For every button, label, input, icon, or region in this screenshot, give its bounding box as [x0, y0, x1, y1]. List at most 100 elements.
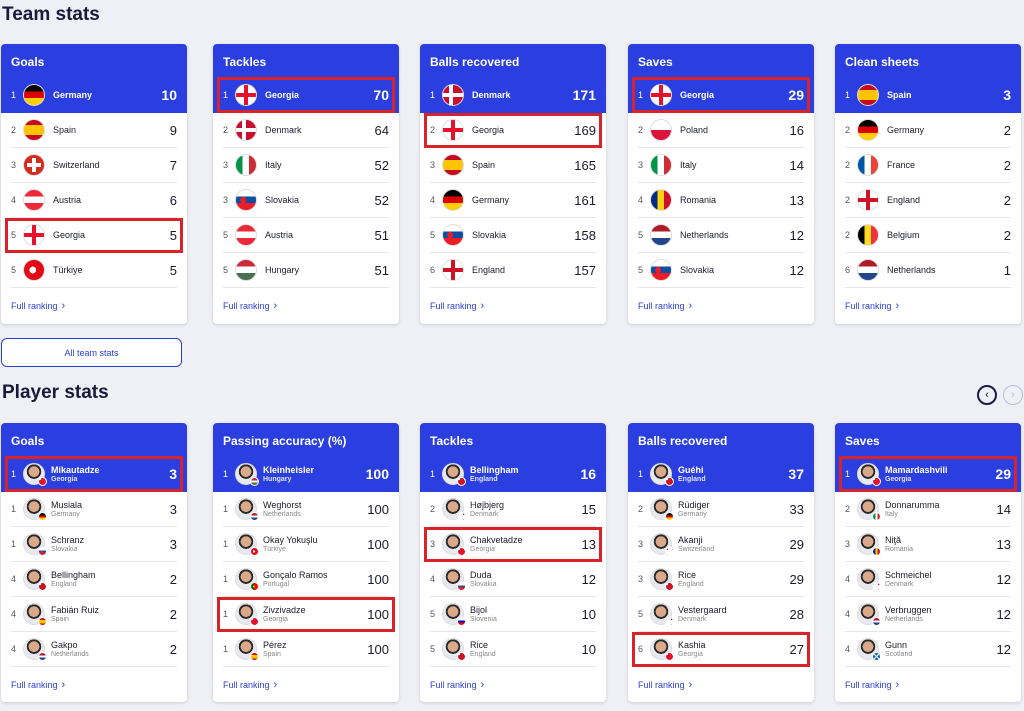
full-ranking-label: Full ranking	[430, 680, 477, 690]
georgia-flag-icon	[665, 652, 674, 661]
all-team-stats-button[interactable]: All team stats	[1, 338, 182, 367]
ranking-row[interactable]: 1 Weghorst Netherlands 100	[223, 492, 389, 527]
player-name: Niţă	[885, 535, 902, 545]
full-ranking-link[interactable]: Full ranking ›	[628, 667, 814, 701]
leader-row[interactable]: 1 Bellingham England 16	[430, 456, 596, 492]
player-name: Weghorst	[263, 500, 302, 510]
ranking-row[interactable]: 2 Spain 9	[11, 113, 177, 148]
ranking-row[interactable]: 5 Slovakia 12	[638, 253, 804, 288]
ranking-row[interactable]: 1 Gonçalo Ramos Portugal 100	[223, 562, 389, 597]
ranking-row[interactable]: 5 Austria 51	[223, 218, 389, 253]
stat-value: 12	[996, 606, 1011, 622]
rank-number: 1	[638, 469, 644, 479]
ranking-row[interactable]: 5 Georgia 5	[11, 218, 177, 253]
georgia-flag-icon	[442, 119, 464, 141]
ranking-row[interactable]: 1 Musiala Germany 3	[11, 492, 177, 527]
rank-number: 1	[11, 469, 17, 479]
prev-arrow-button[interactable]: ‹	[977, 385, 997, 405]
ranking-row[interactable]: 4 Gunn Scotland 12	[845, 632, 1011, 667]
leader-row[interactable]: 1 Georgia 29	[638, 77, 804, 113]
ranking-row[interactable]: 4 Germany 161	[430, 183, 596, 218]
ranking-row[interactable]: 2 Rüdiger Germany 33	[638, 492, 804, 527]
ranking-row[interactable]: 4 Bellingham England 2	[11, 562, 177, 597]
full-ranking-link[interactable]: Full ranking ›	[420, 288, 606, 322]
ranking-row[interactable]: 2 Denmark 64	[223, 113, 389, 148]
rank-number: 1	[223, 539, 229, 549]
leader-row[interactable]: 1 Kleinheisler Hungary 100	[223, 456, 389, 492]
full-ranking-link[interactable]: Full ranking ›	[213, 288, 399, 322]
ranking-row[interactable]: 2 Belgium 2	[845, 218, 1011, 253]
player-team: Georgia	[263, 616, 288, 623]
ranking-row[interactable]: 5 Türkiye 5	[11, 253, 177, 288]
ranking-row[interactable]: 2 England 2	[845, 183, 1011, 218]
ranking-row[interactable]: 5 Bijol Slovenia 10	[430, 597, 596, 632]
ranking-row[interactable]: 4 Austria 6	[11, 183, 177, 218]
player-name: Musiala	[51, 500, 83, 510]
ranking-row[interactable]: 2 Poland 16	[638, 113, 804, 148]
ranking-row[interactable]: 3 Italy 52	[223, 148, 389, 183]
full-ranking-link[interactable]: Full ranking ›	[213, 667, 399, 701]
next-arrow-button[interactable]: ›	[1003, 385, 1023, 405]
ranking-row[interactable]: 1 Pérez Spain 100	[223, 632, 389, 667]
ranking-row[interactable]: 4 Romania 13	[638, 183, 804, 218]
player-name-block: Chakvetadze Georgia	[470, 535, 564, 553]
full-ranking-link[interactable]: Full ranking ›	[835, 288, 1021, 322]
ranking-row[interactable]: 3 Slovakia 52	[223, 183, 389, 218]
ranking-row[interactable]: 4 Schmeichel Denmark 12	[845, 562, 1011, 597]
team-stat-card: Clean sheets 1 Spain 3 2 Germany 2 2 France 2 2 Eng…	[835, 44, 1021, 324]
ranking-row[interactable]: 4 Verbruggen Netherlands 12	[845, 597, 1011, 632]
netherlands-flag-icon	[857, 259, 879, 281]
leader-row[interactable]: 1 Denmark 171	[430, 77, 596, 113]
ranking-row[interactable]: 1 Okay Yokuşlu Türkiye 100	[223, 527, 389, 562]
full-ranking-link[interactable]: Full ranking ›	[835, 667, 1021, 701]
stat-value: 2	[169, 571, 177, 587]
full-ranking-link[interactable]: Full ranking ›	[1, 288, 187, 322]
rank-number: 1	[223, 574, 229, 584]
ranking-row[interactable]: 3 Niţă Romania 13	[845, 527, 1011, 562]
ranking-row[interactable]: 3 Akanji Switzerland 29	[638, 527, 804, 562]
team-name: Spain	[887, 90, 912, 100]
ranking-row[interactable]: 1 Schranz Slovakia 3	[11, 527, 177, 562]
leader-row[interactable]: 1 Guéhi England 37	[638, 456, 804, 492]
ranking-row[interactable]: 2 Højbjerg Denmark 15	[430, 492, 596, 527]
ranking-row[interactable]: 3 Switzerland 7	[11, 148, 177, 183]
ranking-row[interactable]: 4 Fabián Ruiz Spain 2	[11, 597, 177, 632]
rank-number: 4	[11, 609, 17, 619]
ranking-row[interactable]: 6 England 157	[430, 253, 596, 288]
ranking-row[interactable]: 3 Spain 165	[430, 148, 596, 183]
ranking-row[interactable]: 4 Gakpo Netherlands 2	[11, 632, 177, 667]
ranking-row[interactable]: 3 Chakvetadze Georgia 13	[430, 527, 596, 562]
ranking-row[interactable]: 5 Slovakia 158	[430, 218, 596, 253]
ranking-row[interactable]: 2 Donnarumma Italy 14	[845, 492, 1011, 527]
rank-number: 4	[11, 195, 17, 205]
leader-row[interactable]: 1 Georgia 70	[223, 77, 389, 113]
stat-value: 51	[374, 262, 389, 278]
ranking-row[interactable]: 6 Netherlands 1	[845, 253, 1011, 288]
ranking-row[interactable]: 3 Italy 14	[638, 148, 804, 183]
rank-number: 1	[223, 469, 229, 479]
card-header: Passing accuracy (%) 1 Kleinheisler Hungary…	[213, 423, 399, 492]
ranking-row[interactable]: 6 Kashia Georgia 27	[638, 632, 804, 667]
ranking-row[interactable]: 2 Germany 2	[845, 113, 1011, 148]
ranking-row[interactable]: 5 Vestergaard Denmark 28	[638, 597, 804, 632]
ranking-row[interactable]: 3 Rice England 29	[638, 562, 804, 597]
ranking-row[interactable]: 2 France 2	[845, 148, 1011, 183]
rank-number: 2	[638, 125, 644, 135]
leader-row[interactable]: 1 Germany 10	[11, 77, 177, 113]
full-ranking-link[interactable]: Full ranking ›	[628, 288, 814, 322]
ranking-row[interactable]: 4 Duda Slovakia 12	[430, 562, 596, 597]
rank-number: 3	[430, 539, 436, 549]
full-ranking-link[interactable]: Full ranking ›	[420, 667, 606, 701]
player-team: Germany	[678, 511, 707, 518]
leader-row[interactable]: 1 Mikautadze Georgia 3	[11, 456, 177, 492]
ranking-row[interactable]: 5 Rice England 10	[430, 632, 596, 667]
ranking-row[interactable]: 5 Hungary 51	[223, 253, 389, 288]
ranking-row[interactable]: 5 Netherlands 12	[638, 218, 804, 253]
ranking-row[interactable]: 2 Georgia 169	[430, 113, 596, 148]
team-name: Italy	[680, 160, 697, 170]
leader-row[interactable]: 1 Mamardashvili Georgia 29	[845, 456, 1011, 492]
ranking-row[interactable]: 1 Zivzivadze Georgia 100	[223, 597, 389, 632]
leader-row[interactable]: 1 Spain 3	[845, 77, 1011, 113]
rank-number: 5	[638, 609, 644, 619]
full-ranking-link[interactable]: Full ranking ›	[1, 667, 187, 701]
